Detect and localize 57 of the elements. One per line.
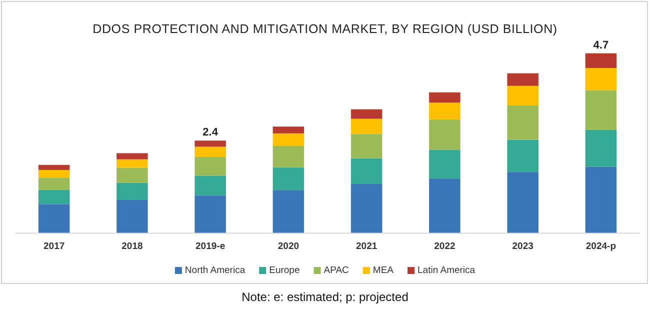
bar [38, 190, 70, 204]
bar [38, 170, 70, 178]
x-tick-label: 2024-p [586, 241, 616, 252]
bar [272, 133, 304, 146]
legend-label: North America [184, 265, 246, 276]
legend-label: APAC [324, 265, 350, 276]
x-tick-label: 2019-e [196, 241, 226, 252]
bar [507, 73, 538, 86]
bar [429, 92, 460, 103]
legend-label: MEA [372, 265, 394, 276]
bar [507, 172, 538, 234]
bar [585, 68, 617, 90]
bar [194, 146, 226, 157]
bar [116, 168, 148, 183]
x-tick-label: 2020 [278, 241, 300, 252]
bar [429, 150, 460, 179]
x-tick-label: 2022 [434, 241, 456, 252]
bar [507, 140, 538, 172]
bar [38, 204, 70, 234]
x-tick-label: 2023 [512, 241, 534, 252]
bar [116, 200, 148, 234]
text: Note: e: estimated; p: projected [242, 290, 408, 304]
bar [272, 190, 304, 234]
bar [194, 195, 226, 234]
bar [585, 53, 617, 68]
bar [272, 167, 304, 190]
legend-label: Europe [269, 265, 300, 276]
bar [350, 109, 382, 119]
bar [116, 159, 148, 168]
bar [194, 176, 226, 196]
x-tick-label: 2021 [356, 241, 378, 252]
bar [272, 146, 304, 168]
bar [116, 153, 148, 160]
bar [350, 134, 382, 158]
bar [38, 164, 70, 170]
bar [585, 166, 617, 234]
bar [350, 184, 382, 234]
bar [507, 106, 538, 140]
bar [116, 182, 148, 200]
bar [429, 102, 460, 120]
bar [585, 130, 617, 167]
x-tick-label: 2017 [43, 241, 65, 252]
bar [194, 140, 226, 147]
bar [272, 126, 304, 134]
bar [429, 178, 460, 234]
bar [585, 90, 617, 130]
bar [38, 178, 70, 190]
legend-label: Latin America [418, 265, 476, 276]
chart-title: DDOS PROTECTION AND MITIGATION MARKET, BY REGION (USD BILLION) [92, 22, 558, 36]
bar [429, 120, 460, 150]
x-tick-label: 2018 [122, 241, 143, 252]
bar [350, 158, 382, 184]
bar [194, 156, 226, 176]
bar [350, 118, 382, 134]
bar [507, 86, 538, 106]
annotation: 4.7 [593, 39, 609, 52]
annotation: 2.4 [202, 126, 219, 139]
